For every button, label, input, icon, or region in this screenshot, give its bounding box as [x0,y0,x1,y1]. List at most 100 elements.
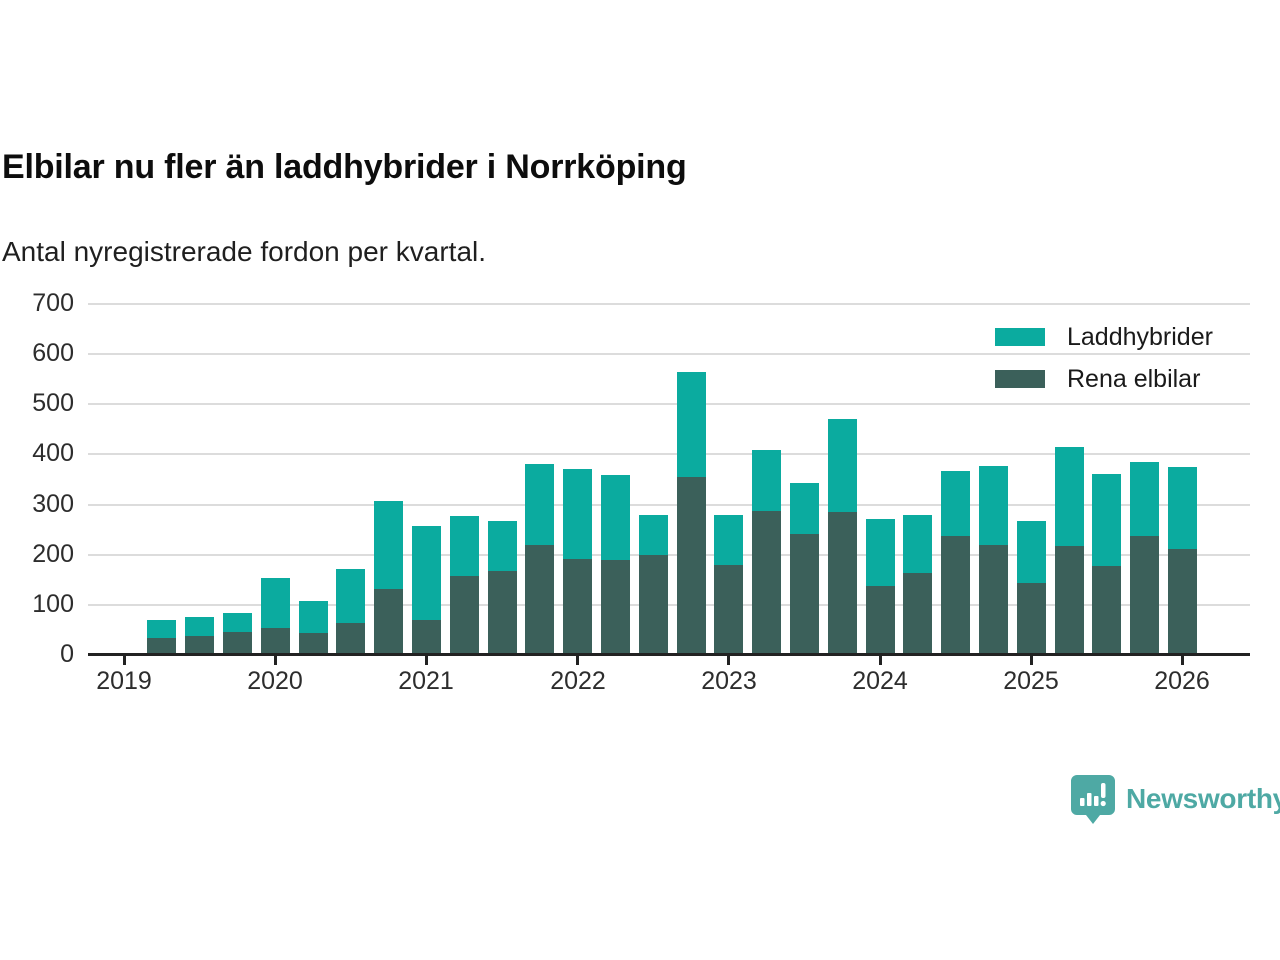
legend-label: Rena elbilar [1067,364,1201,393]
bar-segment-rena-elbilar [601,559,630,654]
bar-segment-laddhybrider [261,578,290,629]
y-axis-label: 0 [60,640,74,668]
bar-segment-rena-elbilar [1130,536,1159,654]
bar-segment-rena-elbilar [714,565,743,654]
legend-label: Laddhybrider [1067,322,1213,351]
bar-segment-rena-elbilar [1092,565,1121,654]
bar-segment-laddhybrider [525,464,554,546]
bar-segment-rena-elbilar [374,589,403,654]
y-axis-label: 400 [32,439,74,467]
bar-segment-rena-elbilar [828,511,857,654]
chart-title: Elbilar nu fler än laddhybrider i Norrkö… [2,148,687,186]
newsworthy-logo-text: Newsworthy [1126,783,1280,814]
bar-segment-laddhybrider [299,601,328,634]
bar-segment-rena-elbilar [525,545,554,654]
chart-subtitle: Antal nyregistrerade fordon per kvartal. [2,236,487,267]
x-axis-tick [1181,653,1184,665]
x-axis-label: 2021 [398,667,454,695]
bar-segment-rena-elbilar [563,558,592,654]
bar-segment-laddhybrider [941,470,970,537]
legend-item-rena-elbilar: Rena elbilar [995,365,1213,393]
y-axis-label: 200 [32,540,74,568]
bar-segment-laddhybrider [601,474,630,560]
bar-segment-laddhybrider [1055,447,1084,547]
y-axis-label: 500 [32,389,74,417]
bar-segment-rena-elbilar [147,637,176,654]
x-axis-tick [727,653,730,665]
bar-segment-laddhybrider [147,619,176,638]
bar-segment-laddhybrider [677,371,706,478]
x-axis-label: 2022 [550,667,606,695]
bar-segment-laddhybrider [1092,474,1121,566]
bar-segment-rena-elbilar [299,633,328,654]
x-axis-label: 2025 [1003,667,1059,695]
bar-segment-laddhybrider [185,617,214,637]
bar-segment-laddhybrider [866,518,895,587]
x-axis-line [88,653,1250,656]
legend: Laddhybrider Rena elbilar [995,323,1213,410]
x-axis-label: 2019 [96,667,152,695]
legend-swatch-laddhybrider [995,328,1045,346]
bar-segment-rena-elbilar [866,586,895,654]
bar-segment-rena-elbilar [752,511,781,654]
bar-segment-laddhybrider [1168,466,1197,549]
bar-segment-laddhybrider [450,516,479,577]
bar-segment-rena-elbilar [639,554,668,654]
bar-segment-laddhybrider [412,525,441,621]
gridline [88,353,1250,355]
bar-segment-rena-elbilar [488,571,517,654]
bar-segment-laddhybrider [752,449,781,512]
gridline [88,504,1250,506]
y-axis-label: 100 [32,590,74,618]
gridline [88,403,1250,405]
bar-segment-rena-elbilar [941,536,970,654]
legend-swatch-rena-elbilar [995,370,1045,388]
x-axis-tick [576,653,579,665]
x-axis-tick [274,653,277,665]
bar-segment-rena-elbilar [1017,582,1046,654]
bar-segment-laddhybrider [714,515,743,566]
y-axis-label: 300 [32,490,74,518]
bar-segment-laddhybrider [639,515,668,555]
bar-segment-laddhybrider [374,500,403,590]
bar-segment-rena-elbilar [450,576,479,654]
legend-item-laddhybrider: Laddhybrider [995,323,1213,351]
x-axis-label: 2023 [701,667,757,695]
gridline [88,554,1250,556]
bar-segment-laddhybrider [903,515,932,574]
bar-segment-rena-elbilar [336,622,365,654]
bar-segment-laddhybrider [488,521,517,572]
bar-segment-laddhybrider [979,465,1008,546]
bar-segment-laddhybrider [1130,461,1159,537]
x-axis-label: 2026 [1154,667,1210,695]
bar-segment-rena-elbilar [790,533,819,654]
bar-segment-rena-elbilar [903,573,932,654]
x-axis-label: 2024 [852,667,908,695]
newsworthy-logo-icon [1071,775,1115,824]
bar-segment-rena-elbilar [223,632,252,654]
bar-segment-rena-elbilar [1168,548,1197,654]
y-axis-label: 600 [32,339,74,367]
gridline [88,303,1250,305]
bar-segment-laddhybrider [223,612,252,633]
bar-segment-rena-elbilar [261,628,290,654]
x-axis-tick [1030,653,1033,665]
bar-segment-laddhybrider [336,568,365,623]
y-axis-label: 700 [32,289,74,317]
bar-segment-laddhybrider [563,469,592,559]
bar-segment-rena-elbilar [979,545,1008,654]
gridline [88,453,1250,455]
bar-segment-laddhybrider [828,419,857,512]
x-axis-label: 2020 [247,667,303,695]
bar-segment-laddhybrider [790,483,819,534]
bar-segment-rena-elbilar [677,477,706,654]
x-axis-tick [879,653,882,665]
gridline [88,604,1250,606]
bar-segment-rena-elbilar [412,620,441,654]
x-axis-tick [123,653,126,665]
bar-segment-rena-elbilar [185,636,214,654]
bar-segment-laddhybrider [1017,521,1046,583]
newsworthy-logo[interactable]: Newsworthy [1070,774,1280,824]
